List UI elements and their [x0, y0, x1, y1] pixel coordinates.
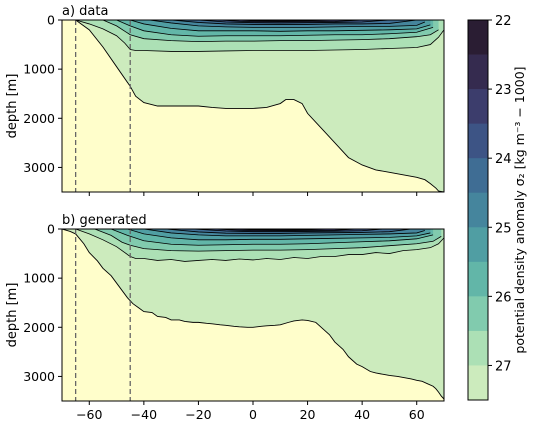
y-tick-label: 3000: [23, 369, 55, 384]
y-tick-label: 0: [47, 13, 55, 28]
y-tick-label: 0: [47, 222, 55, 237]
contour-line-7: [214, 229, 357, 232]
colorbar-tick-label: 27: [495, 359, 512, 374]
colorbar-tick-label: 25: [495, 221, 512, 236]
colorbar-band: [468, 89, 488, 125]
panel-b: 0 1000 2000 3000 −60 −40 −20 0 20 40 60 b) generate…: [5, 213, 445, 422]
contour-line-5: [165, 229, 412, 234]
contour-line-4: [143, 229, 426, 237]
contour-line-2: [116, 20, 434, 37]
x-tick-label: 40: [354, 407, 370, 422]
x-tick-label: 20: [300, 407, 316, 422]
x-tick-label: 0: [249, 407, 257, 422]
contour-line-0: [75, 20, 444, 52]
panel-title: a) data: [62, 4, 108, 19]
colorbar-tick-label: 26: [495, 290, 512, 305]
colorbar-band: [468, 158, 488, 194]
contour-line-3: [127, 229, 431, 241]
y-tick-label: 1000: [23, 62, 55, 77]
contour-line-3: [130, 20, 431, 32]
colorbar-band: [468, 123, 488, 159]
x-tick-label: 60: [409, 407, 425, 422]
panel-a: 0 1000 2000 3000 a) data depth [m]: [5, 4, 445, 196]
contour-line-7: [220, 20, 363, 23]
colorbar-band: [468, 20, 488, 55]
colorbar-tick-label: 24: [495, 152, 512, 167]
contour-line-1: [102, 20, 439, 43]
panel-title: b) generated: [62, 213, 147, 228]
x-tick-label: −40: [131, 407, 157, 422]
colorbar-band: [468, 261, 488, 297]
colorbar-band: [468, 296, 488, 332]
bottom-contour-line: [62, 229, 444, 400]
y-axis-label: depth [m]: [5, 283, 20, 348]
colorbar-band: [468, 227, 488, 263]
y-tick-label: 2000: [23, 320, 55, 335]
contour-line-1: [94, 229, 442, 252]
contour-line-6: [198, 20, 390, 24]
x-tick-label: −60: [76, 407, 102, 422]
contour-line-4: [149, 20, 426, 28]
colorbar-band: [468, 330, 488, 366]
x-tick-label: −20: [185, 407, 211, 422]
colorbar-band: [468, 365, 488, 401]
contour-line-5: [171, 20, 417, 25]
colorbar-band: [468, 54, 488, 90]
deep-layer: [62, 20, 444, 192]
y-tick-label: 2000: [23, 111, 55, 126]
colorbar-tick-label: 22: [495, 14, 512, 29]
contour-line-6: [192, 229, 385, 233]
colorbar-label: potential density anomaly σ₂ [kg m⁻³ − 1…: [512, 66, 527, 353]
colorbar-frame: [467, 19, 489, 401]
colorbar-tick-label: 23: [495, 83, 512, 98]
colorbar-band: [468, 192, 488, 228]
y-tick-label: 1000: [23, 271, 55, 286]
y-axis-label: depth [m]: [5, 74, 20, 139]
contour-line-2: [110, 229, 434, 246]
bottom-contour-line: [62, 20, 444, 192]
y-tick-label: 3000: [23, 160, 55, 175]
